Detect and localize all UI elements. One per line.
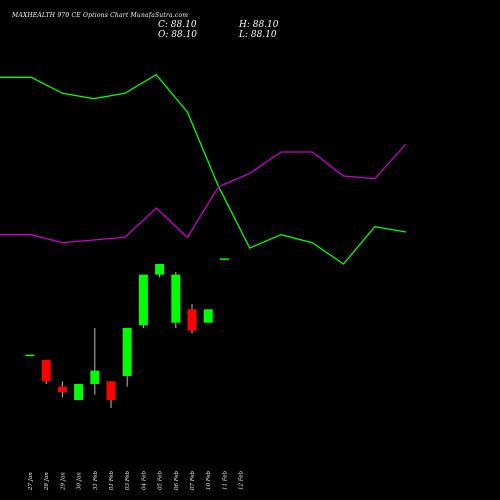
x-tick-label: 03 Feb [125,470,131,490]
close-value: C: 88.10 [158,20,197,30]
candle-body [138,274,148,326]
candle-body [187,309,197,331]
candle-body [122,328,132,376]
x-tick-label: 05 Feb [158,470,164,490]
candle-body [41,360,51,382]
candle-body [171,274,181,323]
x-tick-label: 12 Feb [239,470,245,490]
x-tick-label: 31 Feb [93,470,99,490]
x-tick-label: 29 Jan [60,472,66,491]
x-tick-label: 10 Feb [206,470,212,490]
x-tick-label: 28 Jan [44,472,50,491]
x-tick-label: 01 Feb [109,470,115,490]
high-value: H: 88.10 [239,20,279,30]
low-value: L: 88.10 [239,30,277,40]
upper-band-line [0,73,407,265]
candle-body [74,384,84,400]
x-tick-label: 30 Jan [77,472,83,490]
candle-body [155,264,165,275]
candle-body [203,309,213,323]
candle-body [25,354,35,357]
x-tick-label: 27 Jan [28,472,34,491]
candle-body [219,258,229,260]
x-tick-label: 04 Feb [141,470,147,490]
x-tick-label: 11 Feb [222,470,228,490]
candle-body [57,386,67,392]
candle-body [90,370,100,384]
x-tick-label: 07 Feb [190,470,196,490]
candle-body [106,381,116,400]
open-value: O: 88.10 [158,30,198,40]
chart-title: MAXHEALTH 970 CE Options Chart MunafaSut… [12,12,189,19]
x-tick-label: 06 Feb [174,470,180,490]
lower-band-line [0,143,407,244]
